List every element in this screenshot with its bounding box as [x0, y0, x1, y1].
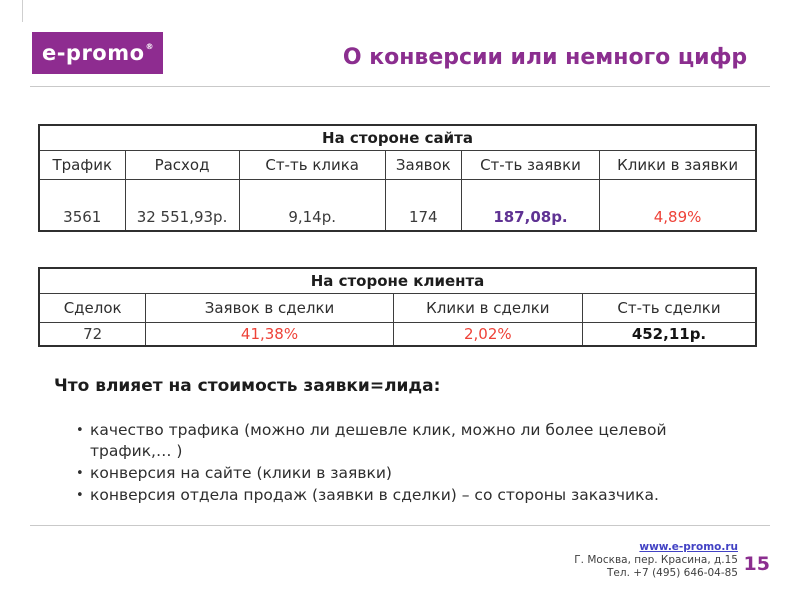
- cell-deals: 72: [38, 321, 147, 347]
- footer-phone: Тел. +7 (495) 646-04-85: [607, 567, 738, 580]
- registered-mark: ®: [145, 41, 155, 51]
- website-link[interactable]: www.e-promo.ru: [639, 541, 738, 553]
- column-header-leads-to-deals: Заявок в сделки: [145, 292, 394, 323]
- cell-traffic: 3561: [38, 178, 126, 232]
- cell-click-cost: 9,14р.: [238, 178, 386, 232]
- site-table-caption: На стороне сайта: [38, 124, 757, 151]
- column-header-leads: Заявок: [384, 149, 462, 180]
- column-header-spend: Расход: [124, 149, 240, 180]
- page-title: О конверсии или немного цифр: [342, 45, 748, 70]
- factors-heading: Что влияет на стоимость заявки=лида:: [54, 376, 441, 396]
- list-item: конверсия на сайте (клики в заявки): [76, 463, 728, 484]
- list-item: конверсия отдела продаж (заявки в сделки…: [76, 485, 728, 506]
- column-header-clicks-to-deals: Клики в сделки: [392, 292, 583, 323]
- table-caption-row: На стороне сайта: [38, 124, 757, 151]
- cell-leads: 174: [384, 178, 462, 232]
- site-table: На стороне сайта Трафик Расход Ст-ть кли…: [38, 124, 757, 232]
- table-header-row: Трафик Расход Ст-ть клика Заявок Ст-ть з…: [38, 149, 757, 180]
- column-header-lead-cost: Ст-ть заявки: [460, 149, 601, 180]
- cell-deal-cost: 452,11р.: [581, 321, 757, 347]
- e-promo-logo: e-promo ®: [32, 32, 163, 74]
- table-header-row: Сделок Заявок в сделки Клики в сделки Ст…: [38, 292, 757, 323]
- table-value-row: 72 41,38% 2,02% 452,11р.: [38, 321, 757, 347]
- header-divider: [30, 86, 770, 87]
- client-table-caption: На стороне клиента: [38, 267, 757, 294]
- column-header-deal-cost: Ст-ть сделки: [581, 292, 757, 323]
- footer-contacts: www.e-promo.ru Г. Москва, пер. Красина, …: [574, 541, 738, 580]
- column-header-traffic: Трафик: [38, 149, 126, 180]
- list-item: качество трафика (можно ли дешевле клик,…: [76, 420, 728, 462]
- cell-lead-cost: 187,08р.: [460, 178, 601, 232]
- footer-address: Г. Москва, пер. Красина, д.15: [574, 554, 738, 567]
- table-value-row: 3561 32 551,93р. 9,14р. 174 187,08р. 4,8…: [38, 178, 757, 232]
- cell-clicks-to-deals: 2,02%: [392, 321, 583, 347]
- client-table: На стороне клиента Сделок Заявок в сделк…: [38, 267, 757, 347]
- corner-divider: [22, 0, 23, 22]
- footer-divider: [30, 525, 770, 526]
- logo-text: e-promo: [41, 41, 145, 65]
- cell-leads-to-deals: 41,38%: [145, 321, 394, 347]
- factors-list: качество трафика (можно ли дешевле клик,…: [76, 420, 728, 507]
- column-header-click-cost: Ст-ть клика: [238, 149, 386, 180]
- column-header-deals: Сделок: [38, 292, 147, 323]
- page-number: 15: [743, 553, 770, 575]
- table-caption-row: На стороне клиента: [38, 267, 757, 294]
- cell-spend: 32 551,93р.: [124, 178, 240, 232]
- cell-clicks-to-leads: 4,89%: [599, 178, 757, 232]
- column-header-clicks-to-leads: Клики в заявки: [599, 149, 757, 180]
